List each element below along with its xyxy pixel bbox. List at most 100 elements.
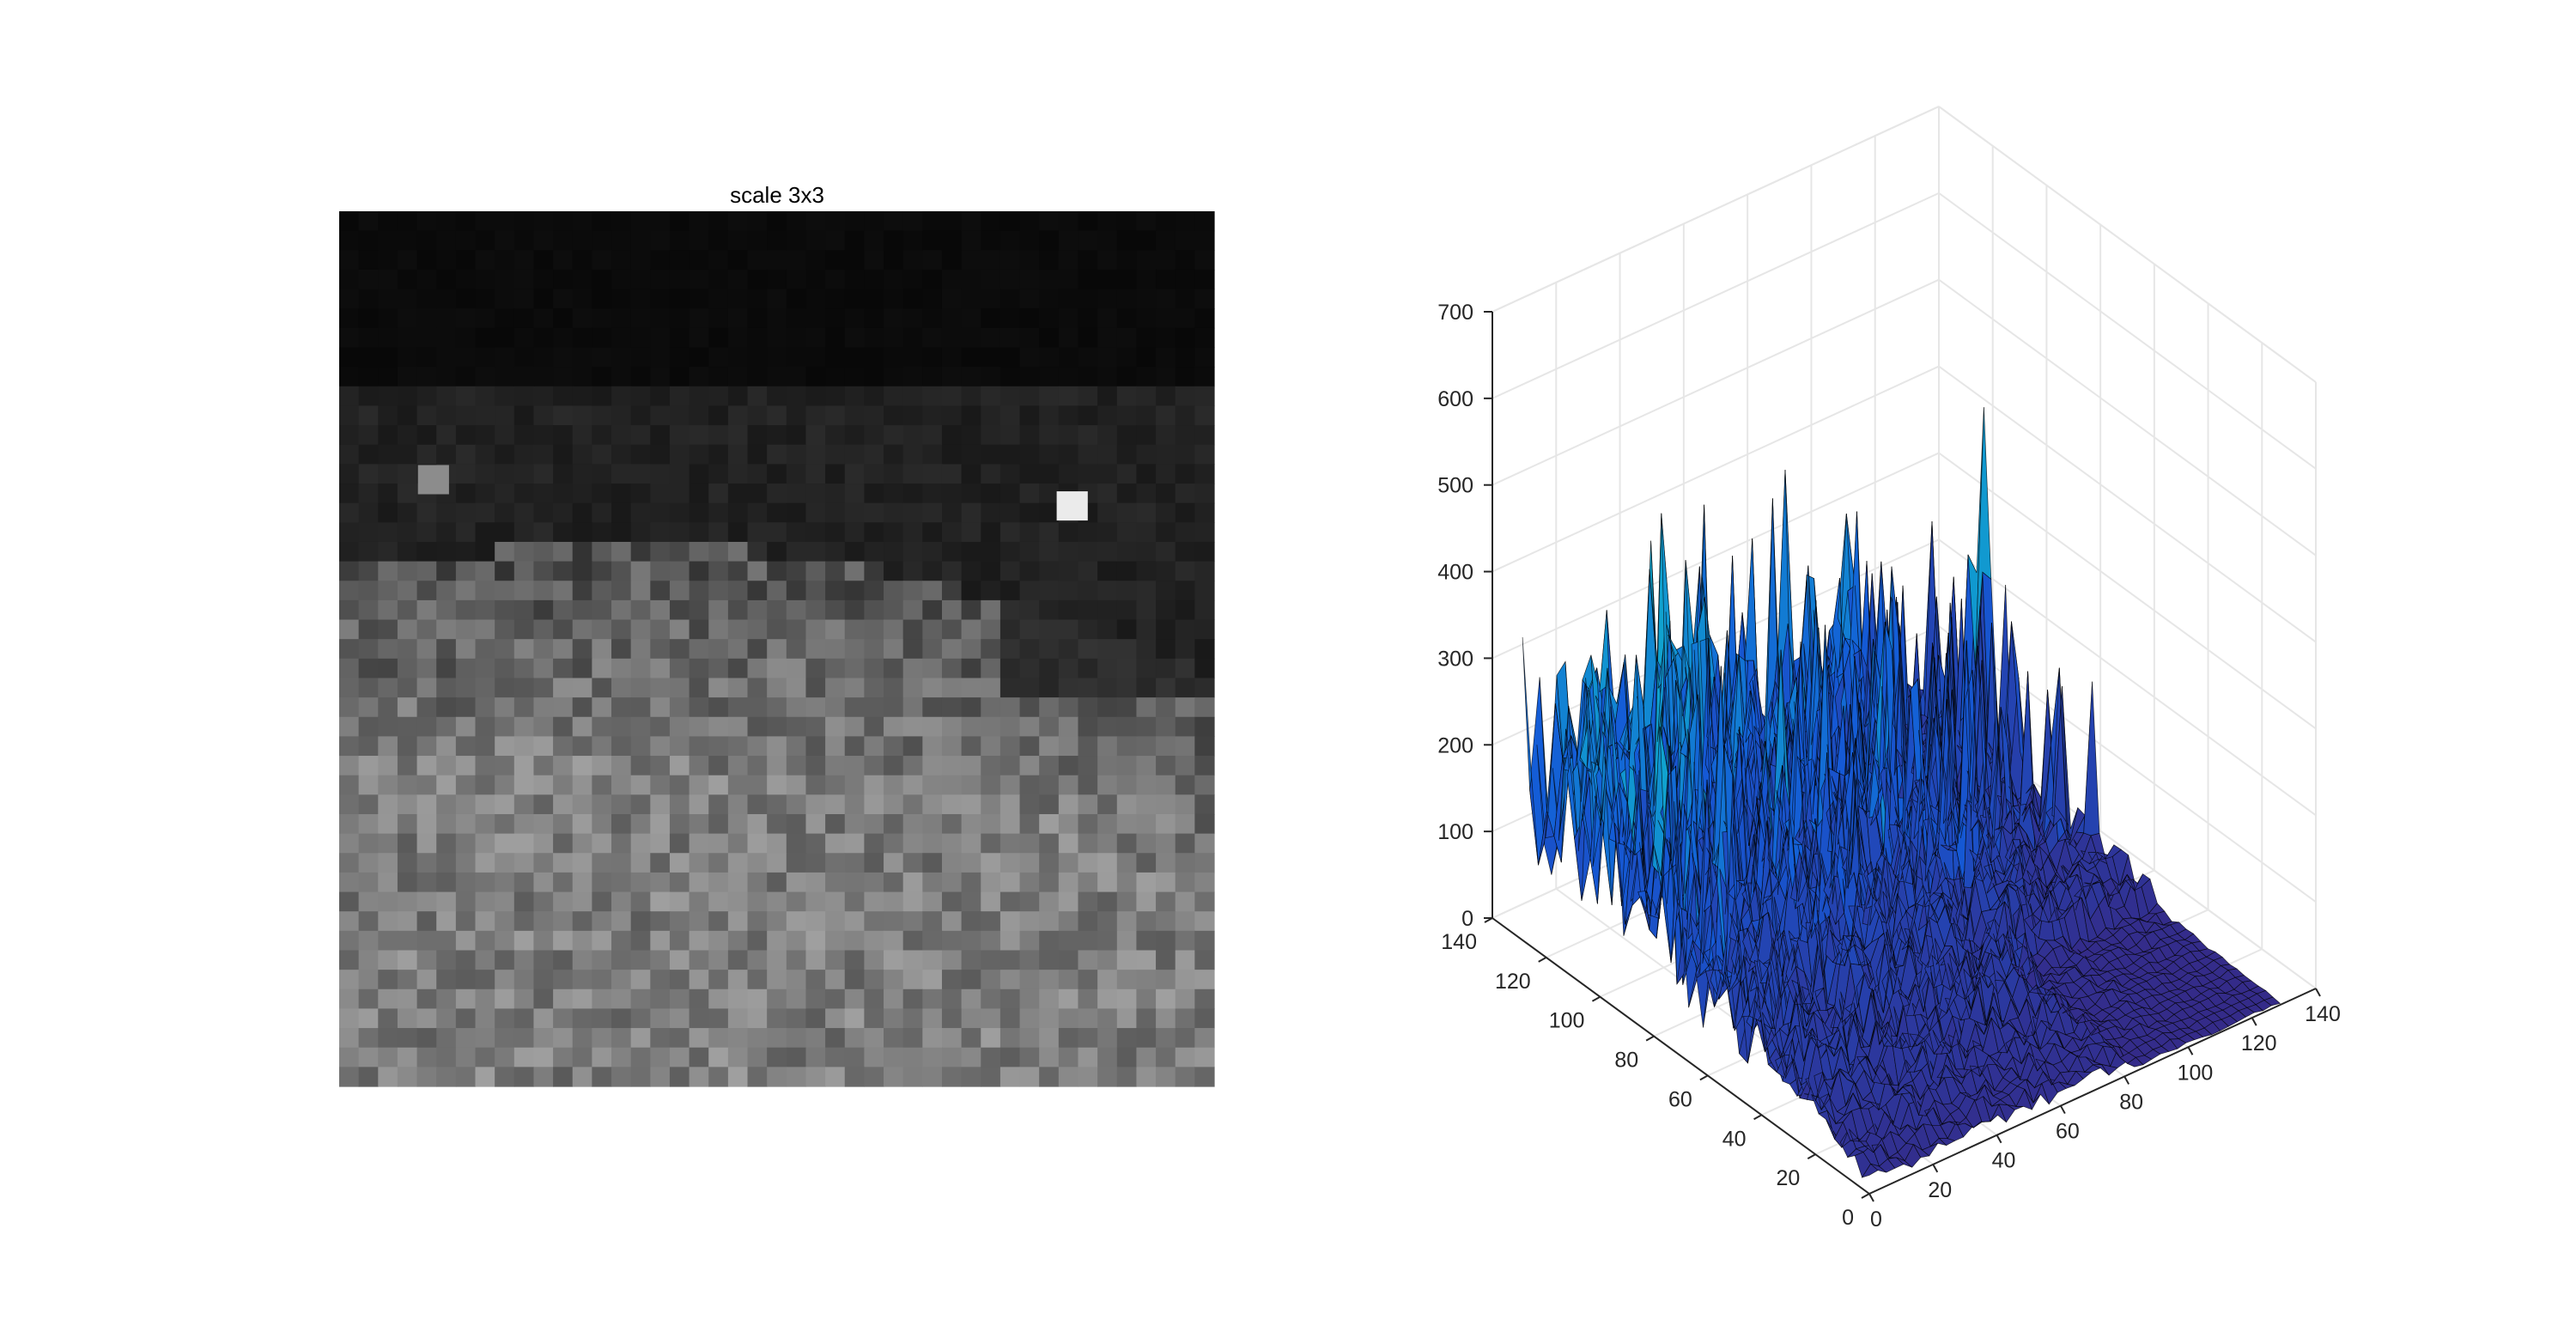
image-pixel	[358, 289, 379, 309]
image-pixel	[864, 872, 884, 893]
image-pixel	[553, 678, 574, 698]
surface-face	[2083, 681, 2100, 836]
image-pixel	[397, 386, 418, 407]
image-pixel	[884, 950, 904, 970]
image-pixel	[513, 289, 535, 309]
image-pixel	[844, 269, 865, 290]
image-pixel	[805, 930, 826, 952]
image-pixel	[1116, 872, 1138, 893]
image-pixel	[572, 813, 592, 835]
image-pixel	[533, 484, 554, 504]
image-pixel	[513, 581, 535, 601]
image-pixel	[825, 464, 846, 484]
image-pixel	[669, 269, 690, 290]
image-pixel	[416, 211, 437, 232]
image-pixel	[572, 833, 592, 854]
image-pixel	[747, 1008, 768, 1029]
image-pixel	[1039, 327, 1060, 349]
image-pixel	[1194, 853, 1215, 873]
image-pixel	[844, 1047, 865, 1067]
image-pixel	[436, 1067, 457, 1087]
image-pixel	[1097, 794, 1118, 815]
image-pixel	[767, 970, 787, 990]
image-pixel	[1136, 716, 1157, 737]
image-pixel	[339, 211, 360, 232]
image-pixel	[999, 756, 1021, 776]
image-pixel	[884, 658, 904, 679]
image-pixel	[495, 444, 515, 465]
image-pixel	[533, 970, 554, 990]
image-pixel	[825, 930, 846, 952]
image-pixel	[1156, 327, 1176, 349]
image-pixel	[436, 1028, 457, 1049]
image-pixel	[397, 775, 418, 795]
image-pixel	[689, 1028, 709, 1049]
image-pixel	[358, 522, 379, 543]
image-pixel	[572, 502, 592, 523]
image-pixel	[669, 891, 690, 912]
image-pixel	[708, 872, 729, 893]
image-pixel	[513, 970, 535, 990]
image-pixel	[1058, 853, 1079, 873]
image-pixel	[1194, 541, 1215, 563]
image-pixel	[884, 1067, 904, 1087]
image-pixel	[553, 775, 574, 795]
image-pixel	[553, 950, 574, 970]
image-pixel	[1156, 464, 1176, 484]
image-pixel	[475, 541, 495, 563]
image-pixel	[864, 988, 884, 1010]
image-pixel	[533, 639, 554, 660]
image-pixel	[884, 639, 904, 660]
image-pixel	[825, 347, 846, 368]
image-pixel	[416, 794, 437, 815]
y-tick-mark	[1645, 1035, 1655, 1042]
image-pixel	[1136, 211, 1157, 232]
y-tick-mark	[1591, 995, 1601, 1002]
image-pixel	[941, 405, 963, 426]
image-pixel	[999, 327, 1021, 349]
image-pixel	[981, 581, 1001, 601]
image-pixel	[553, 367, 574, 387]
image-pixel	[825, 775, 846, 795]
image-pixel	[884, 872, 904, 893]
image-pixel	[844, 833, 865, 854]
image-pixel	[884, 599, 904, 621]
image-pixel	[981, 736, 1001, 757]
image-pixel	[1156, 347, 1176, 368]
image-pixel	[1175, 386, 1195, 407]
y-tick-mark	[1807, 1153, 1816, 1160]
image-pixel	[436, 561, 457, 581]
image-pixel	[1194, 250, 1215, 271]
image-pixel	[864, 522, 884, 543]
image-pixel	[1058, 1028, 1079, 1049]
image-pixel	[767, 1047, 787, 1067]
image-pixel	[999, 1067, 1021, 1087]
image-pixel	[1097, 308, 1118, 329]
image-pixel	[1039, 619, 1060, 640]
image-pixel	[727, 970, 749, 990]
image-pixel	[611, 347, 632, 368]
image-pixel	[922, 230, 943, 251]
image-pixel	[922, 444, 943, 465]
image-pixel	[513, 1047, 535, 1067]
image-pixel	[669, 678, 690, 698]
image-pixel	[553, 619, 574, 640]
image-pixel	[805, 327, 826, 349]
image-pixel	[941, 736, 963, 757]
image-pixel	[513, 911, 535, 932]
image-pixel	[513, 619, 535, 640]
image-pixel	[922, 289, 943, 309]
x-tick-mark	[2059, 1105, 2066, 1115]
image-pixel	[455, 289, 477, 309]
image-pixel	[533, 775, 554, 795]
image-pixel	[358, 599, 379, 621]
image-pixel	[1019, 444, 1040, 465]
image-pixel	[455, 561, 477, 581]
image-pixel	[902, 639, 923, 660]
image-pixel	[747, 872, 768, 893]
image-pixel	[339, 639, 360, 660]
image-pixel	[786, 308, 807, 329]
image-pixel	[727, 522, 749, 543]
image-pixel	[689, 581, 709, 601]
image-pixel	[378, 697, 398, 718]
